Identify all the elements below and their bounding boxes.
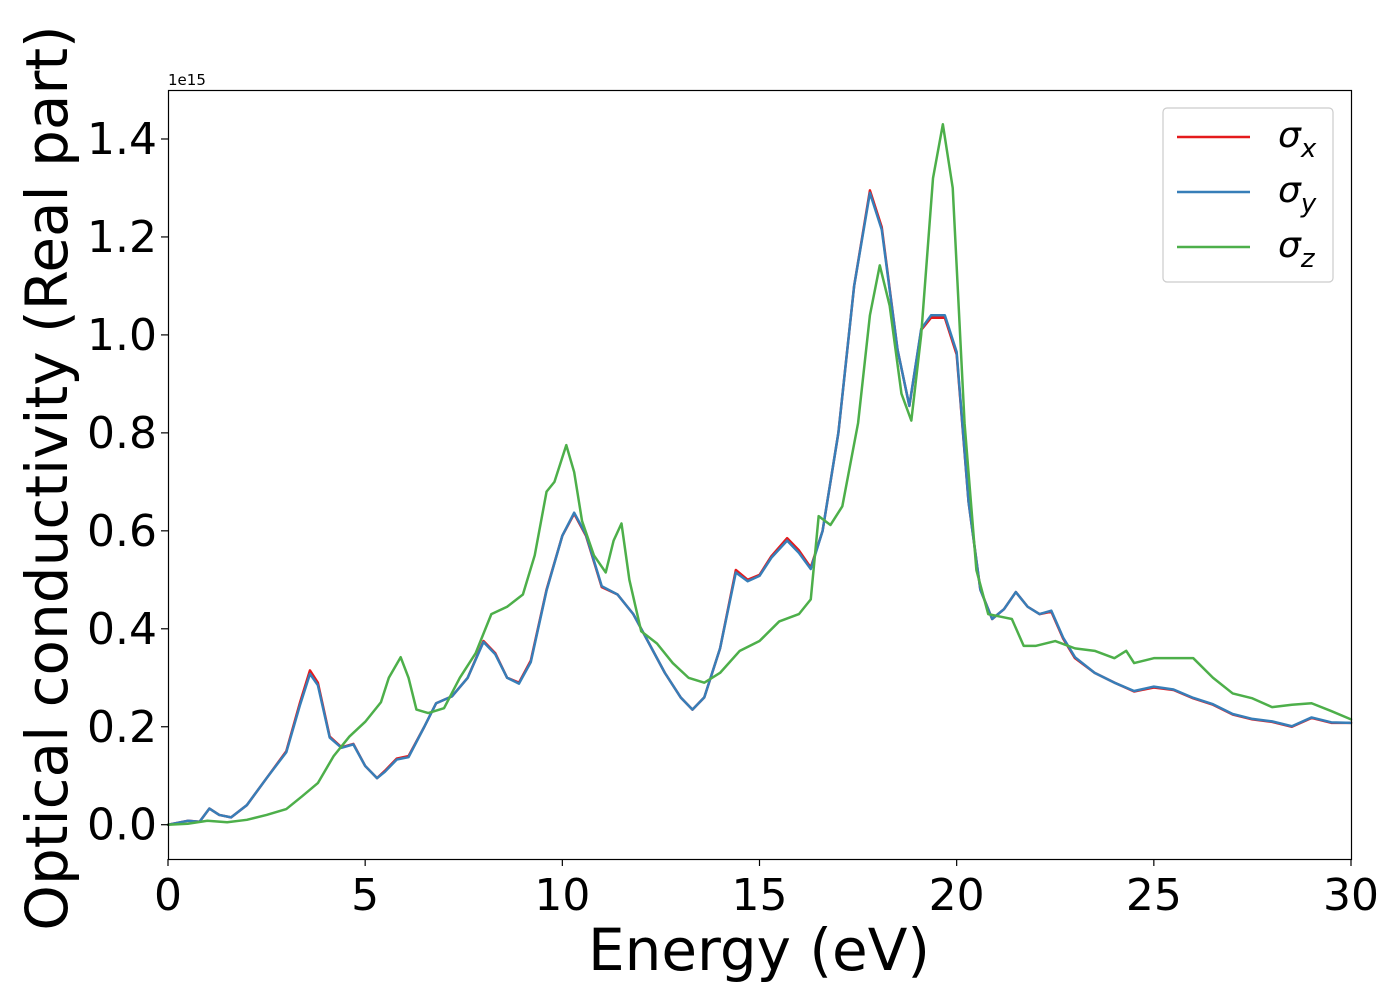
x-tick-label: 15 [732, 870, 788, 921]
x-tick-label: 20 [929, 870, 985, 921]
legend-label-x: σx [1278, 115, 1317, 164]
x-axis-title: Energy (eV) [588, 916, 930, 984]
series-line-y [166, 191, 1353, 826]
y-tick-label: 1.2 [87, 212, 157, 263]
y-tick-label: 0.8 [87, 408, 157, 459]
legend-label-y: σy [1278, 170, 1317, 219]
series-layer [166, 123, 1353, 826]
x-tick-label: 5 [351, 870, 379, 921]
offset-text: 1e15 [168, 71, 206, 89]
legend-box [1162, 107, 1334, 283]
y-tick-label: 0.6 [87, 506, 157, 557]
y-tick-label: 0.2 [87, 702, 157, 753]
plot-frame [167, 89, 1353, 861]
x-ticks: 0 5 10 15 20 25 30 [154, 859, 1379, 921]
y-axis-title: Optical conductivity (Real part) [13, 25, 81, 930]
x-tick-label: 10 [534, 870, 590, 921]
y-tick-label: 0.0 [87, 800, 157, 851]
y-tick-label: 1.4 [87, 114, 157, 165]
legend-entries: σx σy σz [1177, 115, 1317, 274]
x-tick-label: 30 [1323, 870, 1379, 921]
legend-label-z: σz [1278, 225, 1316, 274]
y-tick-label: 1.0 [87, 310, 157, 361]
series-line-x [166, 189, 1353, 826]
x-tick-label: 0 [154, 870, 182, 921]
legend: σx σy σz [1162, 107, 1334, 283]
x-tick-label: 25 [1126, 870, 1182, 921]
series-line-z [166, 123, 1353, 826]
y-ticks: 0.0 0.2 0.4 0.6 0.8 1.0 1.2 1.4 [87, 114, 168, 851]
y-tick-label: 0.4 [87, 604, 157, 655]
